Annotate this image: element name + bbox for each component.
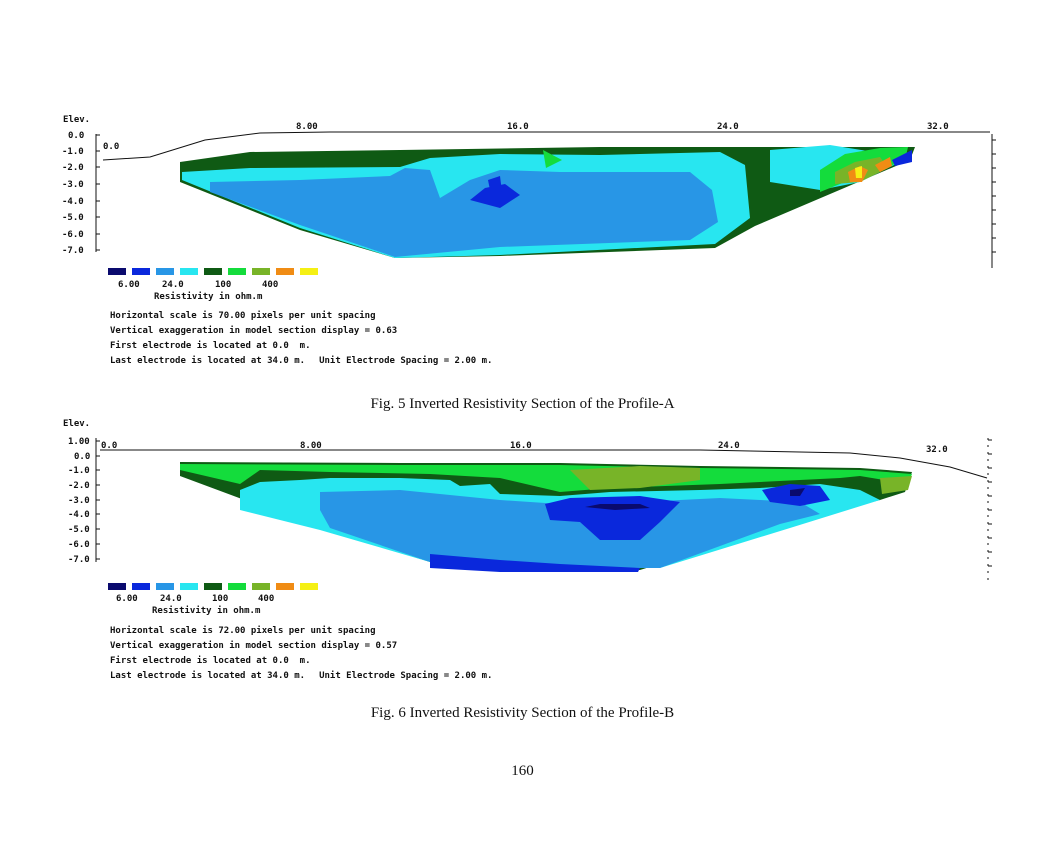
legend-labels-b: 6.00 24.0 100 400 Resistivity in ohm.m: [116, 594, 274, 616]
y-tick: -6.0: [68, 540, 90, 550]
legend: [108, 583, 318, 590]
legend-swatch: [204, 268, 222, 275]
legend-swatch: [180, 583, 198, 590]
legend-swatch: [132, 583, 150, 590]
y-tick: 0.0: [74, 452, 90, 462]
start-label: 0.0: [101, 441, 117, 451]
y-tick: -2.0: [68, 481, 90, 491]
horizontal-scale-text: Horizontal scale is 72.00 pixels per uni…: [110, 626, 376, 636]
figure-caption: Fig. 6 Inverted Resistivity Section of t…: [370, 705, 675, 721]
x-tick: 16.0: [507, 122, 529, 132]
last-electrode-row: Last electrode is located at 34.0 m. Unit…: [110, 354, 492, 369]
x-tick: 16.0: [510, 441, 532, 451]
y-tick: -3.0: [62, 180, 84, 190]
elev-label: Elev.: [63, 115, 90, 125]
y-tick: -1.0: [68, 466, 90, 476]
legend-value: 24.0: [160, 594, 182, 604]
right-axis: [987, 438, 992, 580]
topography-line: [100, 449, 988, 479]
legend-swatch: [108, 583, 126, 590]
y-tick: -5.0: [62, 213, 84, 223]
info-block: Horizontal scale is 72.00 pixels per uni…: [110, 624, 492, 684]
first-electrode-text: First electrode is located at 0.0 m.: [110, 656, 311, 666]
legend-value: 100: [212, 594, 228, 604]
x-tick: 8.00: [300, 441, 322, 451]
vertical-exaggeration-text: Vertical exaggeration in model section d…: [110, 326, 398, 336]
vertical-exaggeration-text: Vertical exaggeration in model section d…: [110, 641, 398, 651]
legend-value: 100: [215, 280, 231, 290]
right-axis: [991, 134, 996, 268]
y-axis: 0.0 -1.0 -2.0 -3.0 -4.0 -5.0 -6.0 -7.0: [62, 131, 100, 256]
y-tick: -4.0: [62, 197, 84, 207]
legend-swatch: [276, 583, 294, 590]
y-tick: -7.0: [68, 555, 90, 565]
page-number: 160: [511, 763, 534, 779]
y-tick: -1.0: [62, 147, 84, 157]
legend-title: Resistivity in ohm.m: [154, 291, 263, 302]
figure-caption: Fig. 5 Inverted Resistivity Section of t…: [370, 396, 675, 412]
y-tick: -6.0: [62, 230, 84, 240]
first-electrode-text: First electrode is located at 0.0 m.: [110, 341, 311, 351]
y-tick: -3.0: [68, 496, 90, 506]
resistivity-section-b: Elev. 0.0 8.00 16.0 24.0 32.0 1.00 0.0 -…: [63, 419, 992, 590]
legend: 6.00 24.0 100 400 Resistivity in ohm.m: [108, 268, 318, 302]
legend-swatch: [156, 268, 174, 275]
horizontal-scale-text: Horizontal scale is 70.00 pixels per uni…: [110, 311, 376, 321]
figure-profile-b: Elev. 0.0 8.00 16.0 24.0 32.0 1.00 0.0 -…: [0, 410, 1045, 681]
legend-swatch: [300, 583, 318, 590]
y-tick: -7.0: [62, 246, 84, 256]
x-tick: 8.00: [296, 122, 318, 132]
y-tick: -2.0: [62, 163, 84, 173]
legend-swatch: [252, 583, 270, 590]
elev-label: Elev.: [63, 419, 90, 429]
legend-title: Resistivity in ohm.m: [152, 605, 261, 616]
x-tick: 32.0: [926, 445, 948, 455]
y-tick: -4.0: [68, 510, 90, 520]
legend-swatch: [252, 268, 270, 275]
legend-swatch: [108, 268, 126, 275]
section-body: [180, 145, 915, 258]
legend-swatch: [132, 268, 150, 275]
section-body: [180, 462, 912, 572]
last-electrode-row: Last electrode is located at 34.0 m. Unit…: [110, 669, 492, 684]
figure-profile-a: Elev. 8.00 16.0 24.0 32.0 0.0 0.0 -1.0 -…: [0, 110, 1045, 412]
legend-swatch: [204, 583, 222, 590]
legend-value: 400: [258, 594, 274, 604]
legend-swatch: [276, 268, 294, 275]
x-tick: 24.0: [717, 122, 739, 132]
resistivity-section-a: Elev. 8.00 16.0 24.0 32.0 0.0 0.0 -1.0 -…: [62, 115, 996, 302]
topography-line: [102, 131, 990, 161]
legend-swatch: [156, 583, 174, 590]
legend-value: 400: [262, 280, 278, 290]
x-tick: 32.0: [927, 122, 949, 132]
legend-value: 6.00: [118, 280, 140, 290]
y-tick: 1.00: [68, 437, 90, 447]
x-tick: 24.0: [718, 441, 740, 451]
legend-swatch: [228, 583, 246, 590]
y-axis: 1.00 0.0 -1.0 -2.0 -3.0 -4.0 -5.0 -6.0 -…: [68, 437, 100, 565]
legend-swatch: [228, 268, 246, 275]
legend-value: 24.0: [162, 280, 184, 290]
legend-swatch: [180, 268, 198, 275]
y-tick: -5.0: [68, 525, 90, 535]
start-label: 0.0: [103, 142, 119, 152]
y-tick: 0.0: [68, 131, 84, 141]
last-electrode-text: Last electrode is located at 34.0 m.: [110, 356, 306, 366]
legend-swatch: [300, 268, 318, 275]
unit-spacing-text: Unit Electrode Spacing = 2.00 m.: [319, 356, 493, 366]
legend-value: 6.00: [116, 594, 138, 604]
last-electrode-text: Last electrode is located at 34.0 m.: [110, 671, 306, 681]
unit-spacing-text: Unit Electrode Spacing = 2.00 m.: [319, 671, 493, 681]
info-block: Horizontal scale is 70.00 pixels per uni…: [110, 309, 492, 369]
